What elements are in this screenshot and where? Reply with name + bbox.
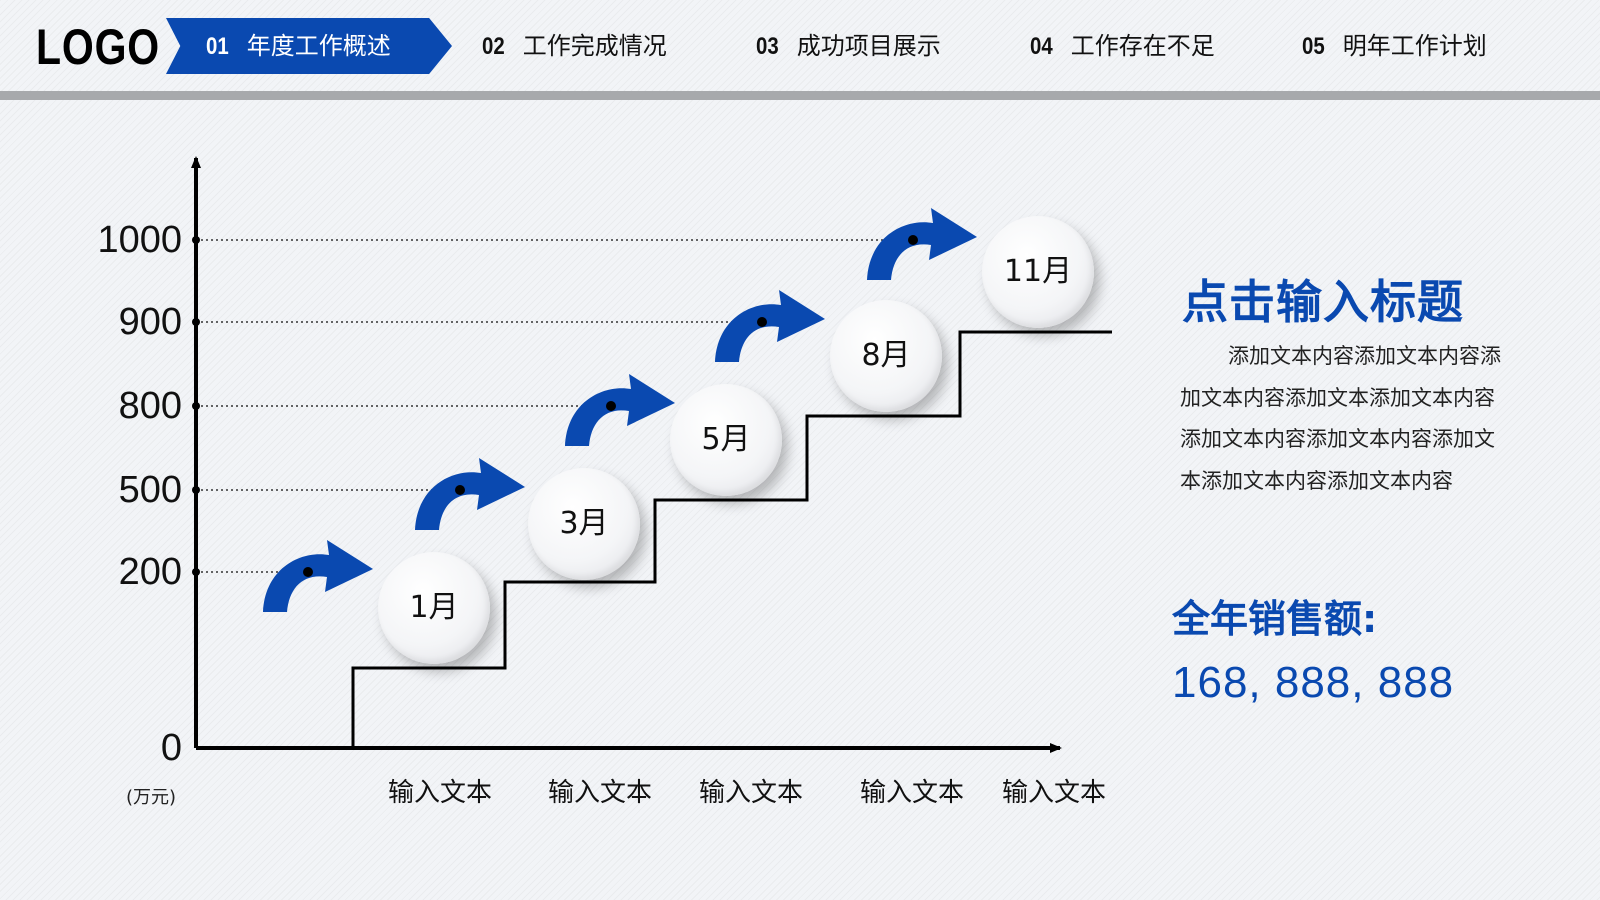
tab-label: 年度工作概述	[246, 32, 391, 60]
tab-number: 01	[206, 33, 229, 60]
data-point	[606, 401, 616, 411]
y-tick-label: 500	[118, 469, 182, 511]
tab-number: 04	[1030, 33, 1053, 60]
month-circle-3: 3月	[528, 468, 640, 580]
tab-number: 05	[1302, 33, 1325, 60]
month-label: 8月	[861, 338, 911, 373]
curved-arrow-icon	[263, 540, 373, 612]
curved-arrow-icon	[867, 208, 977, 280]
sales-step-chart: 1000 900 800 500 200 0 (万元) 输入文本 输入文本 输入文本 输入…	[0, 100, 1120, 900]
month-label: 5月	[701, 422, 751, 457]
x-tick-label: 输入文本	[1001, 778, 1106, 808]
month-label: 1月	[409, 590, 459, 625]
data-point	[757, 317, 767, 327]
top-nav: LOGO 01 年度工作概述 02 工作完成情况 03 成功项目展示 04 工作存在不足…	[0, 0, 1600, 92]
y-tick-label: 800	[118, 385, 182, 427]
logo: LOGO	[36, 19, 160, 75]
month-circle-8: 8月	[830, 300, 942, 412]
x-tick-label: 输入文本	[859, 778, 964, 808]
step-arrows	[263, 208, 977, 612]
month-circle-5: 5月	[670, 384, 782, 496]
tab-shortcomings[interactable]: 04 工作存在不足	[1028, 18, 1215, 74]
tab-label: 工作存在不足	[1070, 32, 1215, 60]
data-point	[908, 235, 918, 245]
month-circle-11: 11月	[982, 216, 1094, 328]
step-line	[351, 330, 1112, 748]
tab-label: 明年工作计划	[1342, 32, 1487, 60]
annual-sales-value: 168, 888, 888	[1172, 658, 1455, 707]
tab-annual-overview[interactable]: 01 年度工作概述	[166, 18, 452, 74]
month-label: 3月	[559, 506, 609, 541]
tab-number: 02	[482, 33, 505, 60]
y-tick-label: 200	[118, 551, 182, 593]
header-divider	[0, 91, 1600, 100]
y-tick-label: 0	[160, 727, 182, 769]
tab-label: 成功项目展示	[796, 32, 941, 60]
panel-body-text[interactable]: 添加文本内容添加文本内容添加文本内容添加文本添加文本内容添加文本内容添加文本内容…	[1180, 344, 1501, 493]
y-tick-label: 900	[118, 301, 182, 343]
curved-arrow-icon	[715, 290, 825, 362]
x-tick-label: 输入文本	[387, 778, 492, 808]
chart-canvas	[191, 156, 1112, 753]
tab-successful-projects[interactable]: 03 成功项目展示	[754, 18, 941, 74]
month-circle-1: 1月	[378, 552, 490, 664]
tab-number: 03	[756, 33, 779, 60]
annual-sales-label: 全年销售额:	[1172, 597, 1378, 641]
tab-label: 工作完成情况	[522, 32, 667, 60]
panel-title[interactable]: 点击输入标题	[1182, 275, 1464, 329]
x-tick-label: 输入文本	[547, 778, 652, 808]
tab-work-completion[interactable]: 02 工作完成情况	[480, 18, 667, 74]
curved-arrow-icon	[415, 458, 525, 530]
month-label: 11月	[1003, 254, 1073, 289]
curved-arrow-icon	[565, 374, 675, 446]
data-point	[455, 485, 465, 495]
y-tick-label: 1000	[97, 219, 182, 261]
x-tick-label: 输入文本	[698, 778, 803, 808]
tab-next-year-plan[interactable]: 05 明年工作计划	[1300, 18, 1487, 74]
data-point	[303, 567, 313, 577]
y-axis-unit: (万元)	[126, 787, 177, 808]
